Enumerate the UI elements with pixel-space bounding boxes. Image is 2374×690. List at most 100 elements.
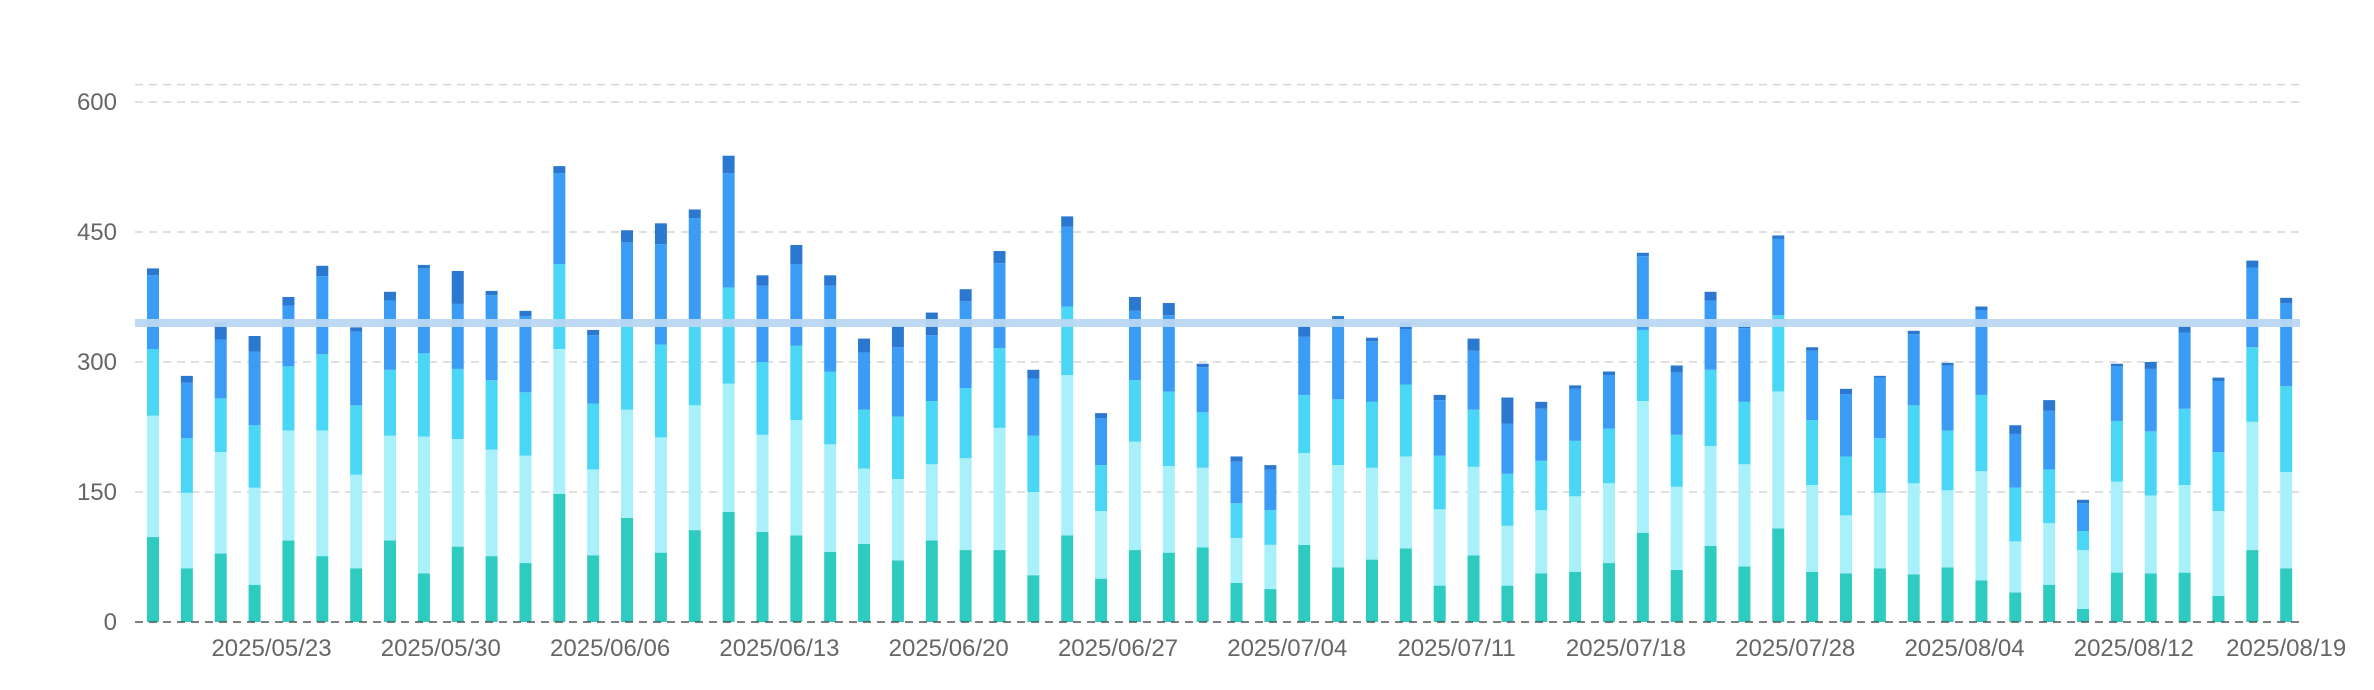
bar-segment-51-3 (1873, 377, 1886, 439)
bar-segment-0-1 (147, 415, 159, 538)
bar-stack-42 (1569, 385, 1582, 622)
bar-stack-20 (824, 275, 837, 622)
bar-segment-22-4 (891, 326, 904, 348)
bar-stack-6 (350, 327, 363, 622)
bar-segment-36-2 (1365, 401, 1378, 468)
bar-segment-5-2 (316, 354, 329, 431)
bar-segment-31-0 (1196, 547, 1209, 622)
bar-segment-27-4 (1061, 216, 1074, 227)
bar-stack-30 (1162, 303, 1175, 622)
bar-segment-57-1 (2077, 550, 2090, 609)
bar-segment-7-4 (384, 291, 397, 301)
bar-segment-3-4 (248, 335, 261, 352)
bar-segment-43-4 (1602, 371, 1615, 375)
bar-segment-50-4 (1840, 388, 1852, 395)
bar-segment-40-4 (1501, 397, 1514, 424)
bar-stack-51 (1873, 375, 1886, 622)
bar-segment-44-1 (1636, 400, 1649, 533)
bar-segment-37-1 (1399, 456, 1412, 549)
bar-segment-58-1 (2110, 481, 2123, 573)
bar-segment-29-4 (1128, 296, 1141, 311)
bar-segment-62-2 (2246, 347, 2259, 422)
bar-stack-15 (654, 223, 667, 622)
y-axis-tick-labels: 0 150 300 450 600 (77, 89, 117, 636)
bar-segment-56-0 (2043, 584, 2056, 622)
bar-segment-34-3 (1298, 336, 1311, 395)
bar-stack-59 (2144, 361, 2157, 622)
bar-segment-55-4 (2009, 425, 2022, 434)
bar-segment-20-3 (824, 285, 837, 372)
bar-segment-32-4 (1230, 456, 1243, 462)
bar-segment-22-0 (891, 560, 904, 622)
bar-segment-39-2 (1467, 409, 1480, 467)
bar-stack-3 (248, 335, 261, 622)
y-tick-label-2: 300 (77, 349, 117, 376)
bar-stack-29 (1128, 296, 1141, 622)
bar-segment-19-3 (790, 264, 803, 346)
bar-segment-28-2 (1095, 465, 1108, 512)
bar-segment-27-3 (1061, 226, 1074, 307)
bar-segment-37-2 (1399, 384, 1412, 457)
bar-segment-12-3 (553, 173, 566, 265)
bar-segment-38-4 (1433, 394, 1446, 401)
bar-segment-21-2 (858, 409, 871, 469)
bar-segment-6-3 (350, 331, 363, 406)
bar-segment-53-2 (1941, 430, 1954, 491)
reference-band (135, 318, 2300, 327)
bar-segment-4-0 (282, 540, 295, 622)
bar-segment-56-4 (2043, 400, 2056, 411)
bar-segment-20-1 (824, 444, 837, 552)
bar-segment-61-0 (2212, 595, 2225, 622)
bar-segment-15-1 (654, 437, 667, 553)
bar-segment-10-2 (485, 380, 498, 450)
bar-segment-50-3 (1840, 394, 1852, 457)
bar-segment-7-0 (384, 540, 397, 622)
bar-stack-4 (282, 296, 295, 622)
bar-segment-3-1 (248, 487, 261, 585)
bar-segment-15-4 (654, 223, 667, 245)
bar-stack-46 (1704, 291, 1717, 622)
bar-segment-8-1 (417, 436, 430, 574)
bar-segment-45-1 (1670, 486, 1683, 570)
bar-segment-20-0 (824, 551, 837, 622)
bar-segment-31-4 (1196, 363, 1209, 368)
bar-segment-21-4 (858, 338, 871, 353)
bar-segment-40-0 (1501, 585, 1514, 622)
bar-segment-40-3 (1501, 423, 1514, 474)
bar-segment-10-1 (485, 449, 498, 557)
bar-segment-53-1 (1941, 490, 1954, 568)
bar-segment-46-4 (1704, 291, 1717, 301)
bar-segment-24-4 (959, 289, 972, 302)
bar-segment-23-2 (925, 400, 938, 465)
bar-segment-59-1 (2144, 495, 2157, 574)
bar-stack-57 (2077, 499, 2090, 622)
bar-segment-56-1 (2043, 523, 2056, 585)
bar-segment-39-3 (1467, 350, 1480, 410)
bar-segment-24-2 (959, 387, 972, 459)
bar-segment-33-3 (1264, 469, 1277, 511)
bar-segment-45-2 (1670, 434, 1683, 487)
bar-segment-23-0 (925, 540, 938, 622)
bar-stack-63 (2280, 297, 2293, 622)
bar-segment-49-2 (1806, 420, 1819, 486)
bar-stack-5 (316, 265, 329, 622)
bar-segment-13-4 (587, 329, 600, 336)
bar-segment-0-2 (147, 348, 159, 416)
bar-segment-23-1 (925, 464, 938, 541)
bar-stack-32 (1230, 456, 1243, 622)
x-tick-label-7: 2025/07/11 (1397, 635, 1515, 662)
bar-segment-26-3 (1027, 378, 1040, 436)
bar-segment-14-0 (621, 517, 634, 622)
bar-segment-36-0 (1365, 559, 1378, 622)
bar-segment-44-4 (1636, 252, 1649, 257)
bar-stack-39 (1467, 338, 1480, 622)
bar-segment-49-4 (1806, 347, 1819, 351)
bar-segment-31-3 (1196, 367, 1209, 413)
bar-stack-47 (1738, 321, 1751, 622)
bar-segment-1-2 (180, 438, 193, 493)
bar-segment-47-3 (1738, 328, 1751, 402)
bar-stack-50 (1840, 388, 1852, 622)
bar-segment-33-0 (1264, 589, 1277, 622)
bar-segment-60-4 (2178, 325, 2191, 333)
